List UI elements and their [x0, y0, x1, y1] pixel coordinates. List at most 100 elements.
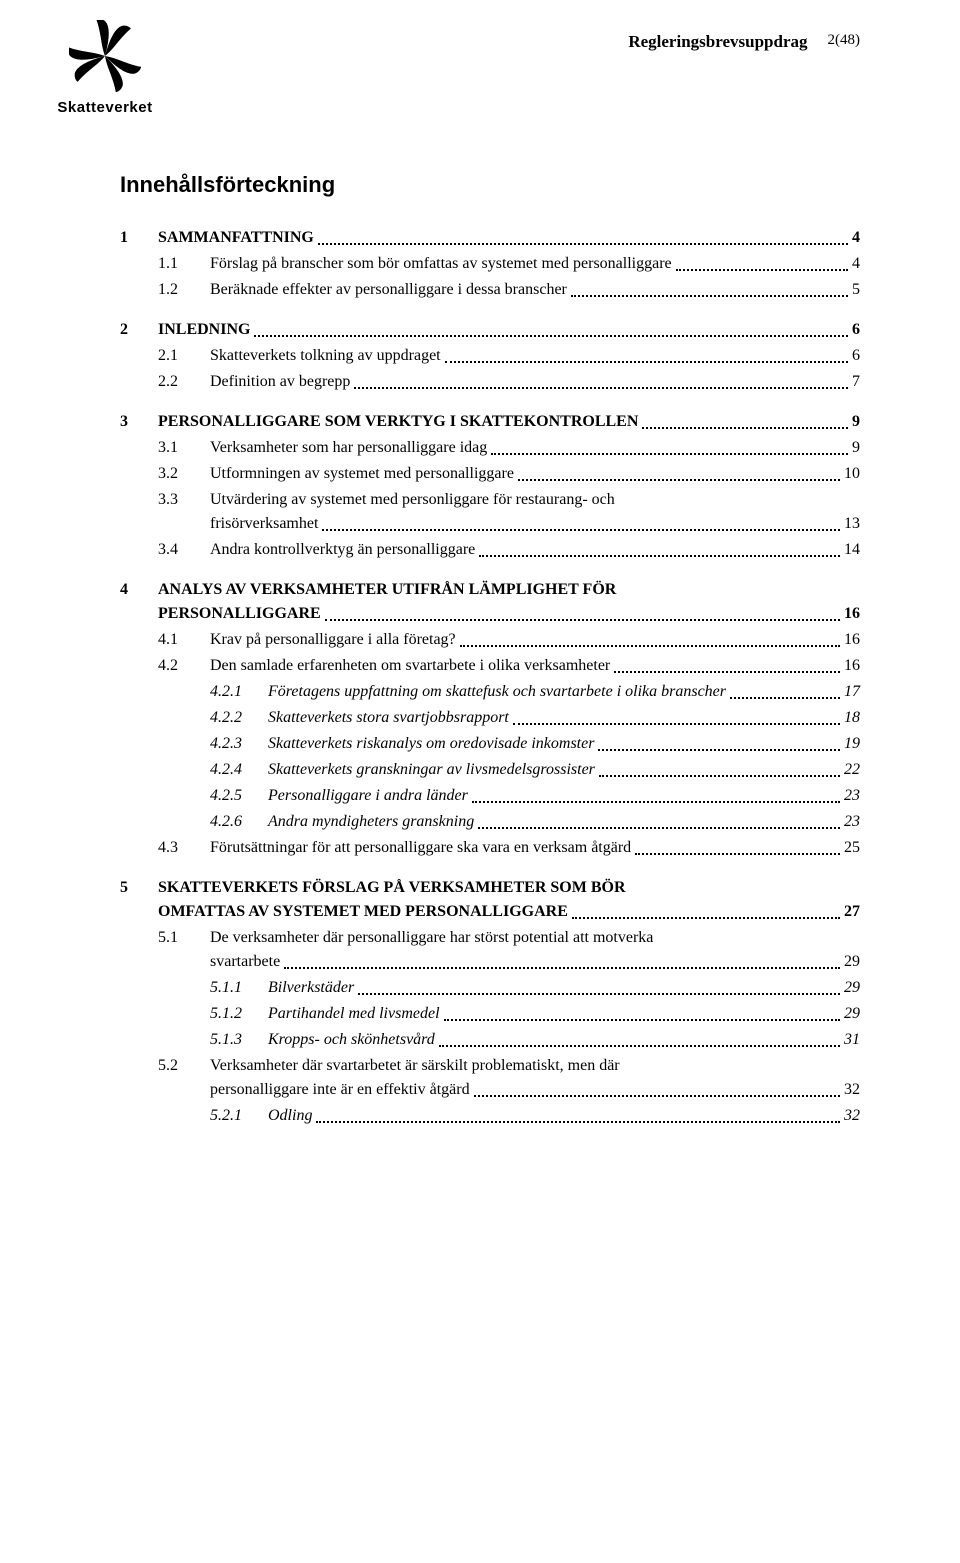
toc-leader — [635, 853, 840, 855]
toc-page: 29 — [844, 1002, 860, 1026]
toc-number: 1.1 — [158, 252, 210, 276]
toc-text: De verksamheter där personalliggare har … — [210, 926, 653, 950]
toc-text: Skatteverkets tolkning av uppdraget — [210, 344, 441, 368]
toc-page: 23 — [844, 810, 860, 834]
toc-text: PERSONALLIGGARE — [158, 602, 321, 626]
toc-leader — [472, 801, 840, 803]
toc-entry[interactable]: 3.4Andra kontrollverktyg än personalligg… — [158, 538, 860, 562]
toc-entry[interactable]: 3.3Utvärdering av systemet med personlig… — [158, 488, 860, 536]
toc-entry[interactable]: 4.2Den samlade erfarenheten om svartarbe… — [158, 654, 860, 678]
toc-entry[interactable]: 3.2Utformningen av systemet med personal… — [158, 462, 860, 486]
toc-leader — [254, 335, 848, 337]
toc-entry[interactable]: 5.2Verksamheter där svartarbetet är särs… — [158, 1054, 860, 1102]
toc-text: Utvärdering av systemet med personliggar… — [210, 488, 615, 512]
toc-leader — [513, 723, 840, 725]
toc-number: 3.2 — [158, 462, 210, 486]
toc-leader — [599, 775, 840, 777]
toc-entry[interactable]: 4.2.5Personalliggare i andra länder 23 — [210, 784, 860, 808]
logo-text: Skatteverket — [50, 99, 160, 116]
toc-number: 4.2.1 — [210, 680, 268, 704]
toc-entry[interactable]: 1.1Förslag på branscher som bör omfattas… — [158, 252, 860, 276]
toc-page: 14 — [844, 538, 860, 562]
toc-leader — [439, 1045, 840, 1047]
toc-number: 5.1 — [158, 926, 210, 950]
toc-page: 7 — [852, 370, 860, 394]
toc-text: Definition av begrepp — [210, 370, 350, 394]
toc-number: 4.2 — [158, 654, 210, 678]
toc-leader — [322, 529, 840, 531]
toc-entry[interactable]: 4.2.3Skatteverkets riskanalys om oredovi… — [210, 732, 860, 756]
toc-text: Kropps- och skönhetsvård — [268, 1028, 435, 1052]
toc-entry[interactable]: 5.1.3Kropps- och skönhetsvård31 — [210, 1028, 860, 1052]
toc-page: 22 — [844, 758, 860, 782]
toc-entry[interactable]: 3PERSONALLIGGARE SOM VERKTYG I SKATTEKON… — [120, 410, 860, 434]
toc-leader — [518, 479, 840, 481]
toc-entry[interactable]: 4.2.6Andra myndigheters granskning23 — [210, 810, 860, 834]
toc-text: Personalliggare i andra länder — [268, 784, 468, 808]
toc-number: 4.2.5 — [210, 784, 268, 808]
toc-entry[interactable]: 2.2Definition av begrepp7 — [158, 370, 860, 394]
toc-number: 5.1.3 — [210, 1028, 268, 1052]
toc-number: 4.2.3 — [210, 732, 268, 756]
toc-entry[interactable]: 4.3Förutsättningar för att personalligga… — [158, 836, 860, 860]
toc-text: Verksamheter där svartarbetet är särskil… — [210, 1054, 620, 1078]
toc-entry[interactable]: 5.2.1Odling32 — [210, 1104, 860, 1128]
toc-text: Förutsättningar för att personalliggare … — [210, 836, 631, 860]
toc-page: 27 — [844, 900, 860, 924]
toc-page: 16 — [844, 602, 860, 626]
toc-number: 2.1 — [158, 344, 210, 368]
toc-number: 5.1.2 — [210, 1002, 268, 1026]
toc-leader — [491, 453, 848, 455]
toc-number: 4.3 — [158, 836, 210, 860]
toc-entry[interactable]: 5.1.1Bilverkstäder29 — [210, 976, 860, 1000]
toc-number: 1 — [120, 226, 158, 250]
toc-text: personalliggare inte är en effektiv åtgä… — [210, 1078, 470, 1102]
toc-page: 13 — [844, 512, 860, 536]
toc-number: 3.4 — [158, 538, 210, 562]
toc-leader — [445, 361, 848, 363]
toc-entry[interactable]: 4.1Krav på personalliggare i alla företa… — [158, 628, 860, 652]
toc-text: Utformningen av systemet med personallig… — [210, 462, 514, 486]
toc-page: 5 — [852, 278, 860, 302]
toc-page: 16 — [844, 654, 860, 678]
toc-text: Den samlade erfarenheten om svartarbete … — [210, 654, 610, 678]
toc-page: 18 — [844, 706, 860, 730]
toc-entry[interactable]: 4.2.2Skatteverkets stora svartjobbsrappo… — [210, 706, 860, 730]
toc-entry[interactable]: 2INLEDNING6 — [120, 318, 860, 342]
toc-leader — [571, 295, 848, 297]
toc-entry[interactable]: 5.1.2Partihandel med livsmedel 29 — [210, 1002, 860, 1026]
toc-text: Skatteverkets riskanalys om oredovisade … — [268, 732, 594, 756]
toc-entry[interactable]: 1.2Beräknade effekter av personalliggare… — [158, 278, 860, 302]
toc-page: 23 — [844, 784, 860, 808]
toc-number: 4 — [120, 578, 158, 602]
toc-page: 10 — [844, 462, 860, 486]
toc-leader — [284, 967, 840, 969]
toc-text: SAMMANFATTNING — [158, 226, 314, 250]
toc-number: 4.2.2 — [210, 706, 268, 730]
toc-text: Bilverkstäder — [268, 976, 354, 1000]
toc-text: OMFATTAS AV SYSTEMET MED PERSONALLIGGARE — [158, 900, 568, 924]
toc-text: PERSONALLIGGARE SOM VERKTYG I SKATTEKONT… — [158, 410, 638, 434]
toc-leader — [460, 645, 840, 647]
toc-page: 29 — [844, 950, 860, 974]
toc-text: Förslag på branscher som bör omfattas av… — [210, 252, 672, 276]
toc-leader — [444, 1019, 840, 1021]
toc-text: Partihandel med livsmedel — [268, 1002, 440, 1026]
toc-text: Beräknade effekter av personalliggare i … — [210, 278, 567, 302]
toc-entry[interactable]: 3.1Verksamheter som har personalliggare … — [158, 436, 860, 460]
toc-entry[interactable]: 4.2.4Skatteverkets granskningar av livsm… — [210, 758, 860, 782]
toc-entry[interactable]: 4ANALYS AV VERKSAMHETER UTIFRÅN LÄMPLIGH… — [120, 578, 860, 626]
toc-text: Odling — [268, 1104, 312, 1128]
toc-entry[interactable]: 1SAMMANFATTNING4 — [120, 226, 860, 250]
toc-text: frisörverksamhet — [210, 512, 318, 536]
toc-entry[interactable]: 5.1De verksamheter där personalliggare h… — [158, 926, 860, 974]
toc-number: 4.1 — [158, 628, 210, 652]
toc-entry[interactable]: 2.1Skatteverkets tolkning av uppdraget6 — [158, 344, 860, 368]
toc-entry[interactable]: 5SKATTEVERKETS FÖRSLAG PÅ VERKSAMHETER S… — [120, 876, 860, 924]
document-title: Innehållsförteckning — [120, 172, 860, 198]
toc-page: 25 — [844, 836, 860, 860]
toc-number: 4.2.6 — [210, 810, 268, 834]
toc-entry[interactable]: 4.2.1Företagens uppfattning om skattefus… — [210, 680, 860, 704]
header-title: Regleringsbrevsuppdrag — [120, 32, 808, 52]
toc-text: Skatteverkets stora svartjobbsrapport — [268, 706, 509, 730]
